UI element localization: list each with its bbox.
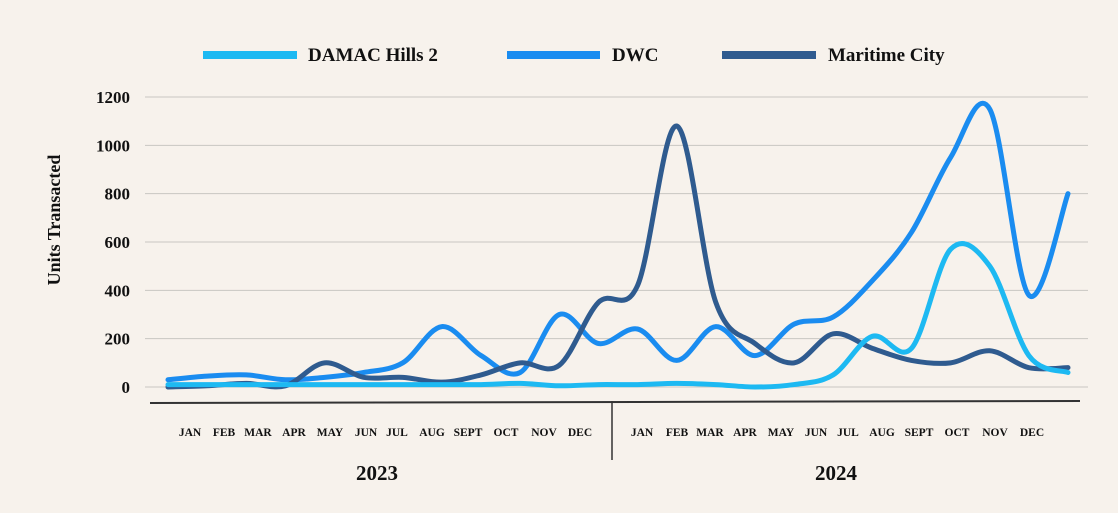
- month-label: MAY: [768, 427, 795, 439]
- legend-label: DAMAC Hills 2: [308, 45, 438, 66]
- month-label: FEB: [666, 427, 689, 439]
- month-label: JAN: [631, 427, 654, 439]
- grid: [145, 96, 1088, 388]
- series-lines: [165, 100, 1071, 390]
- month-label: JUL: [386, 427, 408, 439]
- month-label: JUN: [355, 427, 378, 439]
- y-axis-ticks: 0 200 400 600 800 1000 1200: [96, 88, 130, 397]
- legend-label: DWC: [612, 45, 658, 66]
- month-label: APR: [733, 427, 757, 439]
- month-label: OCT: [945, 427, 970, 439]
- y-tick-label: 1000: [96, 136, 130, 155]
- month-label: APR: [282, 427, 306, 439]
- month-label: AUG: [869, 427, 895, 439]
- y-tick-label: 800: [105, 185, 131, 204]
- month-label: SEPT: [454, 427, 483, 439]
- series-line-dwc: [165, 100, 1071, 383]
- month-label: DEC: [1020, 427, 1044, 439]
- legend-label: Maritime City: [828, 45, 945, 66]
- y-tick-label: 1200: [96, 88, 130, 107]
- year-label: 2024: [815, 461, 858, 485]
- legend: DAMAC Hills 2 DWC Maritime City: [203, 45, 945, 66]
- y-tick-label: 600: [105, 233, 131, 252]
- month-label: JUN: [805, 427, 828, 439]
- y-axis-label: Units Transacted: [44, 155, 64, 286]
- month-label: MAR: [696, 427, 724, 439]
- year-label: 2023: [356, 461, 398, 485]
- month-label: AUG: [419, 427, 445, 439]
- month-label: DEC: [568, 427, 592, 439]
- month-label: NOV: [531, 427, 557, 439]
- y-tick-label: 400: [105, 281, 131, 300]
- y-tick-label: 0: [122, 378, 131, 397]
- month-label: JUL: [837, 427, 859, 439]
- month-label: SEPT: [905, 427, 934, 439]
- month-label: OCT: [494, 427, 519, 439]
- series-line-damac-hills-2: [165, 241, 1071, 390]
- series-line-maritime-city: [165, 123, 1071, 390]
- month-label: JAN: [179, 427, 202, 439]
- month-label: NOV: [982, 427, 1008, 439]
- month-label: FEB: [213, 427, 236, 439]
- x-axis-labels: JAN FEB MAR APR MAY JUN JUL AUG SEPT OCT NOV DEC 202…: [179, 427, 1044, 485]
- y-tick-label: 200: [105, 330, 131, 349]
- month-label: MAR: [244, 427, 272, 439]
- month-label: MAY: [317, 427, 344, 439]
- x-axis-line: [149, 400, 1081, 404]
